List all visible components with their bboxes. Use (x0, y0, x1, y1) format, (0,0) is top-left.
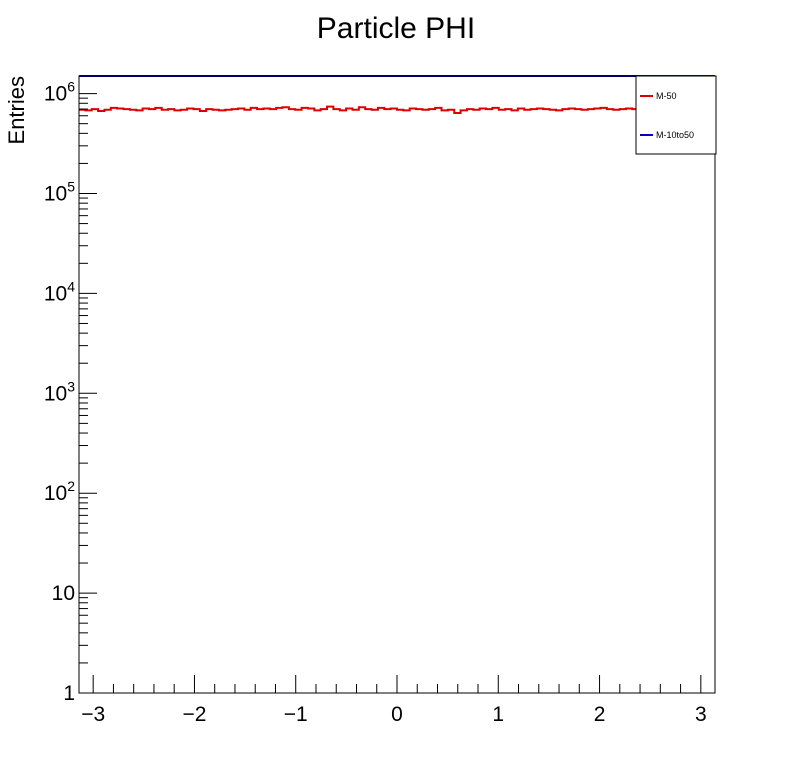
x-tick-label: −2 (182, 703, 206, 726)
x-tick-label: −3 (81, 703, 105, 726)
y-tick-label: 102 (44, 478, 75, 505)
legend: M-50 M-10to50 (635, 75, 717, 155)
y-tick-label: 104 (44, 278, 75, 305)
x-tick-label: 1 (492, 703, 504, 726)
y-tick-label: 106 (44, 79, 75, 106)
y-tick-label: 10 (52, 582, 75, 605)
series-line-0 (79, 105, 715, 114)
chart-title: Particle PHI (317, 12, 475, 45)
y-tick-label: 1 (63, 682, 75, 705)
x-tick-label: 3 (695, 703, 707, 726)
y-axis: 1 10 102 103 104 105 106 (44, 79, 97, 705)
x-axis: −3 −2 −1 0 1 2 3 (81, 675, 707, 726)
legend-label-m50: M-50 (656, 91, 677, 101)
legend-label-m10to50: M-10to50 (656, 130, 694, 140)
y-axis-label: Entries (4, 76, 29, 144)
y-tick-label: 103 (44, 378, 75, 405)
x-tick-label: −1 (284, 703, 308, 726)
legend-box (635, 75, 717, 155)
y-tick-label: 105 (44, 178, 75, 205)
x-tick-label: 0 (391, 703, 403, 726)
x-tick-label: 2 (594, 703, 606, 726)
